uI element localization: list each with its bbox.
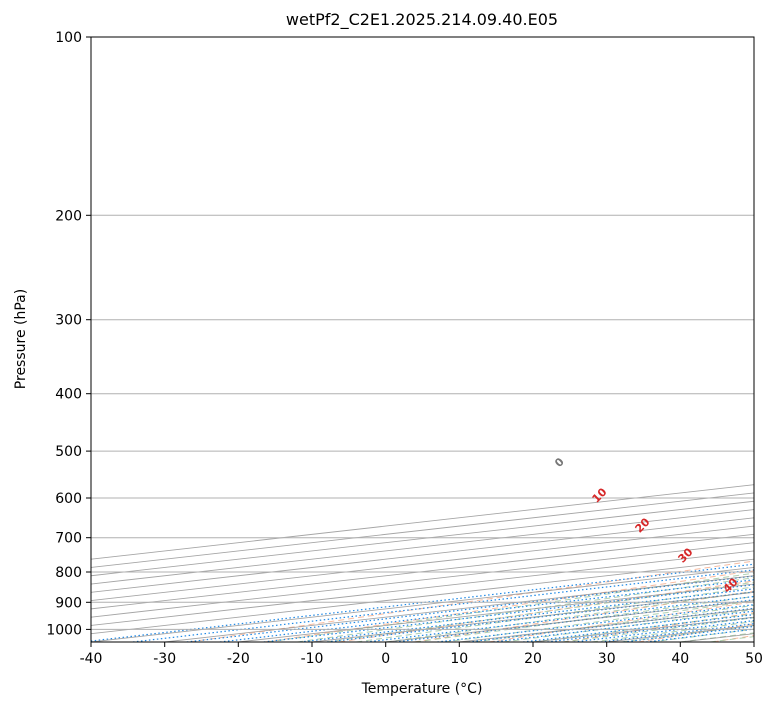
mixing-ratio-line xyxy=(91,563,754,642)
x-tick-label: -10 xyxy=(301,651,324,667)
x-tick-label: 50 xyxy=(745,651,763,667)
x-tick-label: -20 xyxy=(227,651,250,667)
y-tick-label: 600 xyxy=(55,491,82,507)
isotherm-line xyxy=(91,533,754,610)
isotherm-line xyxy=(91,525,754,602)
moist-adiabat xyxy=(267,572,754,642)
isotherm-line xyxy=(91,484,754,560)
y-tick-label: 400 xyxy=(55,387,82,403)
moist-adiabat xyxy=(297,577,754,642)
y-tick-label: 200 xyxy=(55,208,82,224)
y-tick-label: 500 xyxy=(55,444,82,460)
x-tick-label: 10 xyxy=(450,651,468,667)
background-lines xyxy=(91,37,754,642)
y-tick-label: 300 xyxy=(55,313,82,329)
axes: -40 -30 -20 -10 0 10 20 30 40 50 100 200 300 400 500 60… xyxy=(46,30,763,667)
moist-adiabat xyxy=(326,581,754,642)
y-tick-label: 100 xyxy=(55,30,82,46)
x-tick-label: 40 xyxy=(671,651,689,667)
plot-frame xyxy=(90,36,755,643)
x-tick-label: -30 xyxy=(153,651,176,667)
x-tick-label: 30 xyxy=(598,651,616,667)
x-tick-label: 20 xyxy=(524,651,542,667)
x-tick-label: -40 xyxy=(80,651,103,667)
dry-adiabat xyxy=(189,560,754,642)
isotherm-line xyxy=(91,492,754,568)
mixing-ratio-line xyxy=(366,595,754,642)
y-axis-label: Pressure (hPa) xyxy=(13,289,29,389)
y-tick-label: 800 xyxy=(55,565,82,581)
y-tick-label: 900 xyxy=(55,595,82,611)
isotherm-line xyxy=(91,509,754,585)
x-tick-label: 0 xyxy=(381,651,390,667)
chart-title: wetPf2_C2E1.2025.214.09.40.E05 xyxy=(286,10,558,30)
mixing-ratio-line xyxy=(493,610,754,642)
moist-adiabat xyxy=(385,591,754,642)
isotherm-line xyxy=(91,517,754,593)
y-tick-label: 1000 xyxy=(46,622,82,638)
moist-adiabat xyxy=(415,595,754,642)
isotherm-line xyxy=(91,500,754,577)
x-axis-label: Temperature (°C) xyxy=(361,681,483,697)
mixing-ratio-line xyxy=(437,604,754,642)
y-tick-label: 700 xyxy=(55,531,82,547)
